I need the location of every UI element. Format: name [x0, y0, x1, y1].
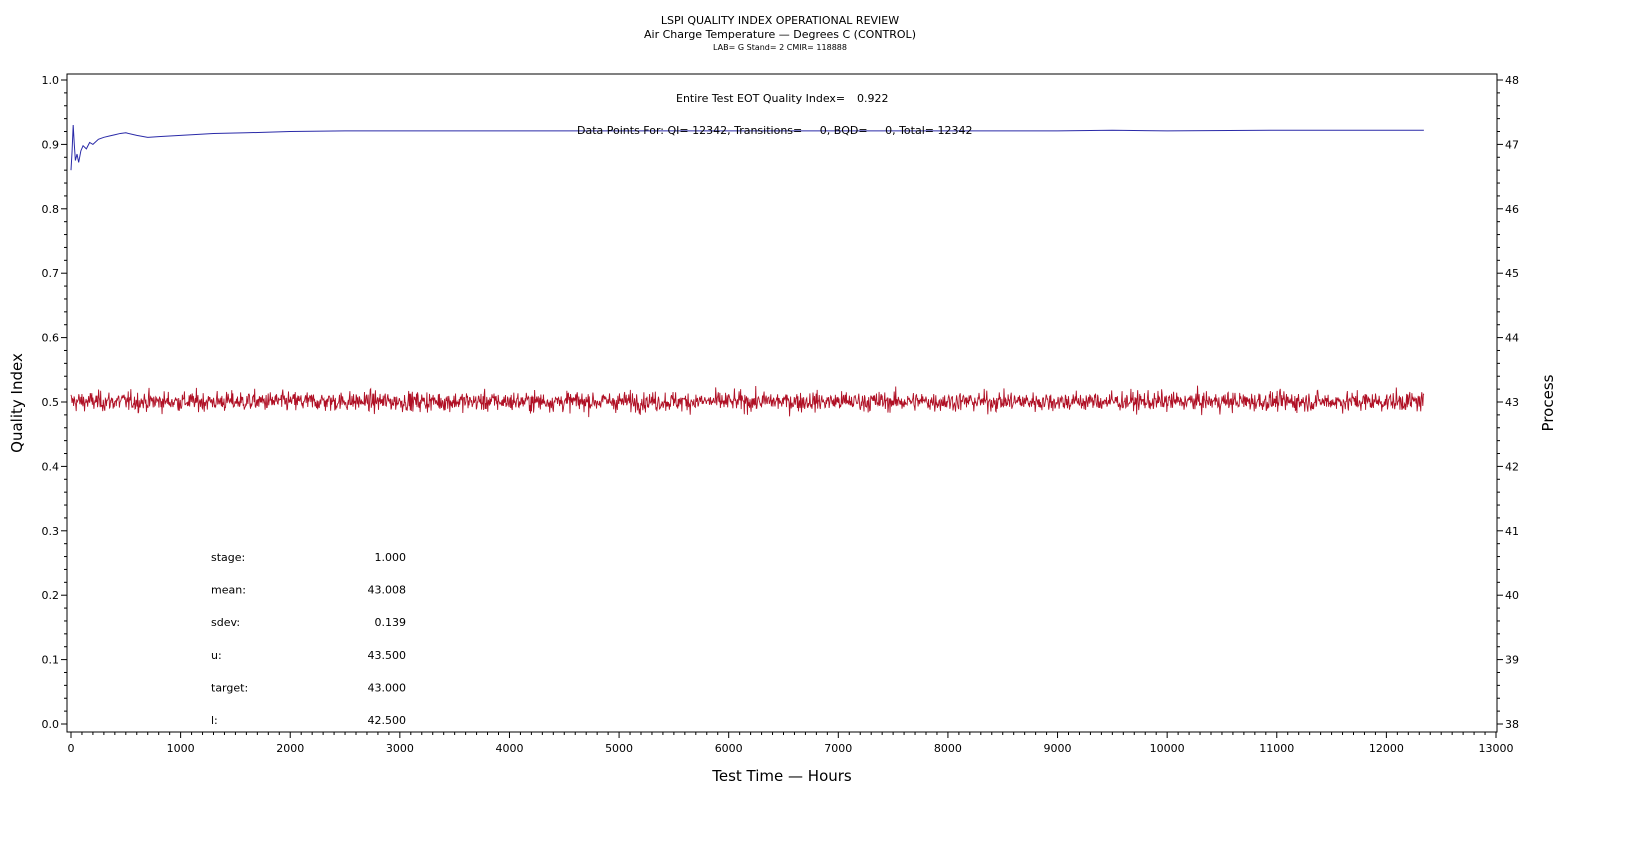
stat-label: l:: [211, 714, 218, 727]
stat-label: mean:: [211, 584, 246, 597]
y2-tick-label: 48: [1505, 74, 1519, 87]
stat-value: 43.008: [368, 584, 407, 597]
chart-subtitle-2: LAB= G Stand= 2 CMIR= 118888: [713, 43, 847, 52]
stat-label: target:: [211, 681, 248, 694]
y2-tick-label: 38: [1505, 718, 1519, 731]
x-tick-label: 5000: [605, 742, 633, 755]
data-points-annotation: Data Points For: QI= 12342, Transitions=…: [577, 124, 972, 137]
y2-tick-label: 41: [1505, 525, 1519, 538]
y2-tick-label: 43: [1505, 396, 1519, 409]
x-tick-label: 2000: [276, 742, 304, 755]
x-tick-label: 13000: [1479, 742, 1514, 755]
y-tick-label: 0.3: [42, 525, 60, 538]
stat-label: stage:: [211, 551, 245, 564]
y-tick-label: 0.1: [42, 654, 60, 667]
stat-label: sdev:: [211, 616, 240, 629]
stat-value: 42.500: [368, 714, 407, 727]
y2-tick-label: 40: [1505, 589, 1519, 602]
y2-tick-label: 44: [1505, 332, 1519, 345]
y-tick-label: 0.8: [42, 203, 60, 216]
y-tick-label: 0.7: [42, 267, 60, 280]
x-tick-label: 4000: [495, 742, 523, 755]
y2-tick-label: 45: [1505, 267, 1519, 280]
y-tick-label: 0.2: [42, 589, 60, 602]
y-tick-label: 0.9: [42, 138, 60, 151]
y2-tick-label: 42: [1505, 460, 1519, 473]
y2-axis-title: Process: [1539, 374, 1557, 431]
y2-tick-label: 39: [1505, 654, 1519, 667]
plot-frame: [66, 73, 1498, 733]
process-series-line: [70, 385, 1425, 418]
stat-value: 1.000: [375, 551, 407, 564]
stat-label: u:: [211, 649, 222, 662]
stat-value: 0.139: [375, 616, 407, 629]
quality-index-series-line: [70, 125, 1424, 171]
chart-title: LSPI QUALITY INDEX OPERATIONAL REVIEW: [660, 14, 900, 27]
y2-tick-label: 47: [1505, 138, 1519, 151]
eot-quality-label: Entire Test EOT Quality Index=: [676, 92, 845, 105]
x-tick-label: 11000: [1259, 742, 1294, 755]
y-axis-title: Quality Index: [8, 353, 26, 453]
x-tick-label: 10000: [1150, 742, 1185, 755]
x-tick-label: 1000: [167, 742, 195, 755]
x-axis-title: Test Time — Hours: [711, 767, 852, 785]
chart-subtitle: Air Charge Temperature — Degrees C (CONT…: [644, 28, 916, 41]
x-tick-label: 6000: [715, 742, 743, 755]
x-tick-label: 0: [68, 742, 75, 755]
stat-value: 43.500: [368, 649, 407, 662]
y-tick-label: 0.6: [42, 332, 60, 345]
x-tick-label: 9000: [1044, 742, 1072, 755]
y-tick-label: 0.5: [42, 396, 60, 409]
y-tick-label: 1.0: [42, 74, 60, 87]
y-tick-label: 0.0: [42, 718, 60, 731]
x-tick-label: 12000: [1369, 742, 1404, 755]
x-tick-label: 7000: [824, 742, 852, 755]
x-tick-label: 3000: [386, 742, 414, 755]
eot-quality-value: 0.922: [857, 92, 889, 105]
y2-tick-label: 46: [1505, 203, 1519, 216]
stat-value: 43.000: [368, 681, 407, 694]
x-tick-label: 8000: [934, 742, 962, 755]
y-tick-label: 0.4: [42, 460, 60, 473]
